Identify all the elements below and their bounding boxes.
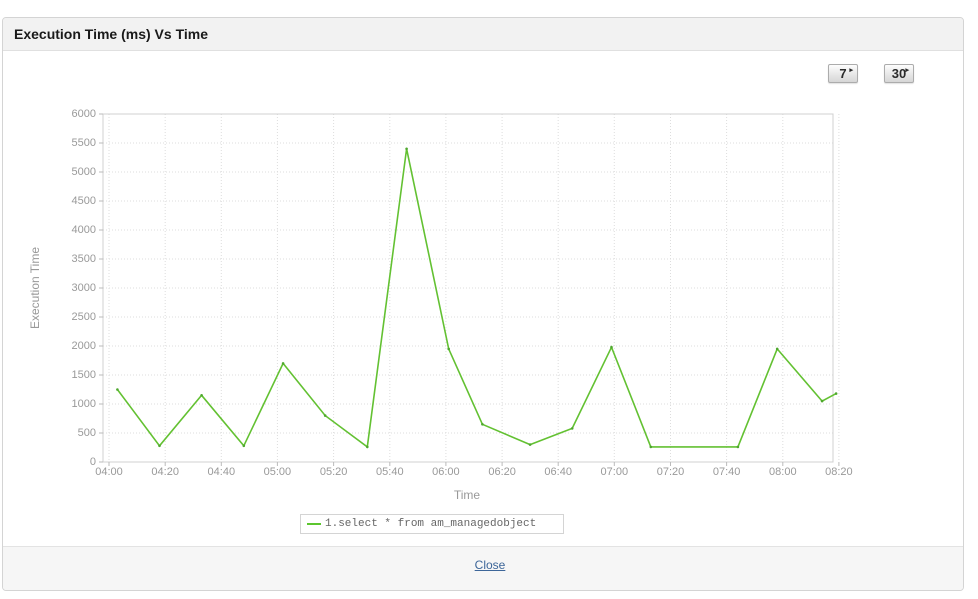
svg-text:08:00: 08:00 xyxy=(769,466,797,478)
svg-text:4000: 4000 xyxy=(72,224,96,236)
svg-text:2000: 2000 xyxy=(72,340,96,352)
svg-text:04:40: 04:40 xyxy=(208,466,236,478)
svg-text:1000: 1000 xyxy=(72,398,96,410)
svg-text:500: 500 xyxy=(78,427,96,439)
svg-text:2500: 2500 xyxy=(72,311,96,323)
svg-text:07:40: 07:40 xyxy=(713,466,741,478)
svg-text:Time: Time xyxy=(454,488,481,502)
svg-text:3000: 3000 xyxy=(72,282,96,294)
svg-text:06:40: 06:40 xyxy=(544,466,572,478)
svg-text:05:40: 05:40 xyxy=(376,466,404,478)
svg-text:05:00: 05:00 xyxy=(264,466,292,478)
svg-text:07:20: 07:20 xyxy=(657,466,685,478)
svg-text:5500: 5500 xyxy=(72,137,96,149)
svg-text:1500: 1500 xyxy=(72,369,96,381)
svg-text:4500: 4500 xyxy=(72,195,96,207)
svg-text:3500: 3500 xyxy=(72,253,96,265)
svg-text:04:00: 04:00 xyxy=(95,466,123,478)
svg-text:06:20: 06:20 xyxy=(488,466,516,478)
svg-text:06:00: 06:00 xyxy=(432,466,460,478)
svg-text:08:20: 08:20 xyxy=(825,466,853,478)
svg-text:05:20: 05:20 xyxy=(320,466,348,478)
svg-text:Execution Time: Execution Time xyxy=(28,247,42,329)
svg-text:5000: 5000 xyxy=(72,166,96,178)
svg-text:04:20: 04:20 xyxy=(151,466,179,478)
svg-text:07:00: 07:00 xyxy=(601,466,629,478)
svg-text:6000: 6000 xyxy=(72,108,96,120)
